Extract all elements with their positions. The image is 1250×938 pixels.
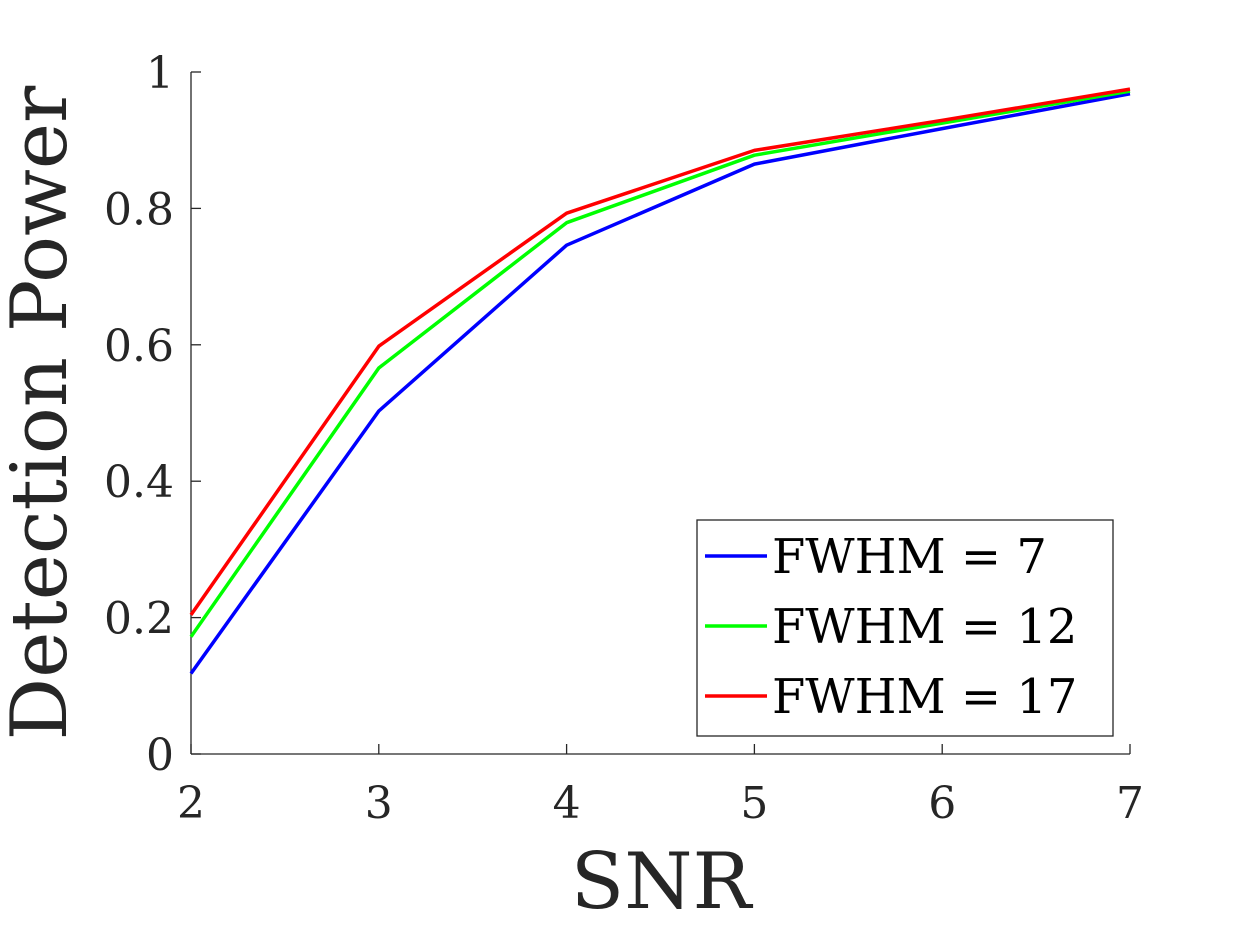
- y-tick-label: 1: [146, 48, 174, 99]
- x-tick-label: 7: [1116, 778, 1144, 829]
- x-ticks: 2 3 4 5 6 7: [177, 744, 1144, 829]
- legend-label-2: FWHM = 12: [772, 599, 1077, 655]
- x-tick-label: 3: [365, 778, 393, 829]
- y-axis-title: Detection Power: [0, 85, 85, 740]
- plot-area: 2 3 4 5 6 7 0 0.2 0.4 0.6 0.8 1: [104, 48, 1144, 829]
- legend-items: FWHM = 7 FWHM = 12 FWHM = 17: [705, 529, 1077, 725]
- series-line-2: [189, 89, 1131, 638]
- series-layer: [189, 87, 1131, 675]
- series-line-1: [189, 92, 1131, 675]
- y-tick-label: 0.8: [104, 184, 174, 235]
- y-ticks: 0 0.2 0.4 0.6 0.8 1: [104, 48, 201, 781]
- legend-label-1: FWHM = 7: [772, 529, 1047, 585]
- legend: FWHM = 7 FWHM = 12 FWHM = 17: [696, 519, 1114, 737]
- x-tick-label: 6: [928, 778, 956, 829]
- x-tick-label: 5: [740, 778, 768, 829]
- series-line-3: [189, 87, 1131, 616]
- y-tick-label: 0.2: [104, 594, 174, 645]
- y-tick-label: 0.4: [104, 457, 174, 508]
- y-tick-label: 0: [146, 730, 174, 781]
- x-tick-label: 2: [177, 778, 205, 829]
- x-tick-label: 4: [553, 778, 581, 829]
- x-axis-title: SNR: [571, 837, 754, 927]
- legend-label-3: FWHM = 17: [772, 669, 1077, 725]
- y-tick-label: 0.6: [104, 321, 174, 372]
